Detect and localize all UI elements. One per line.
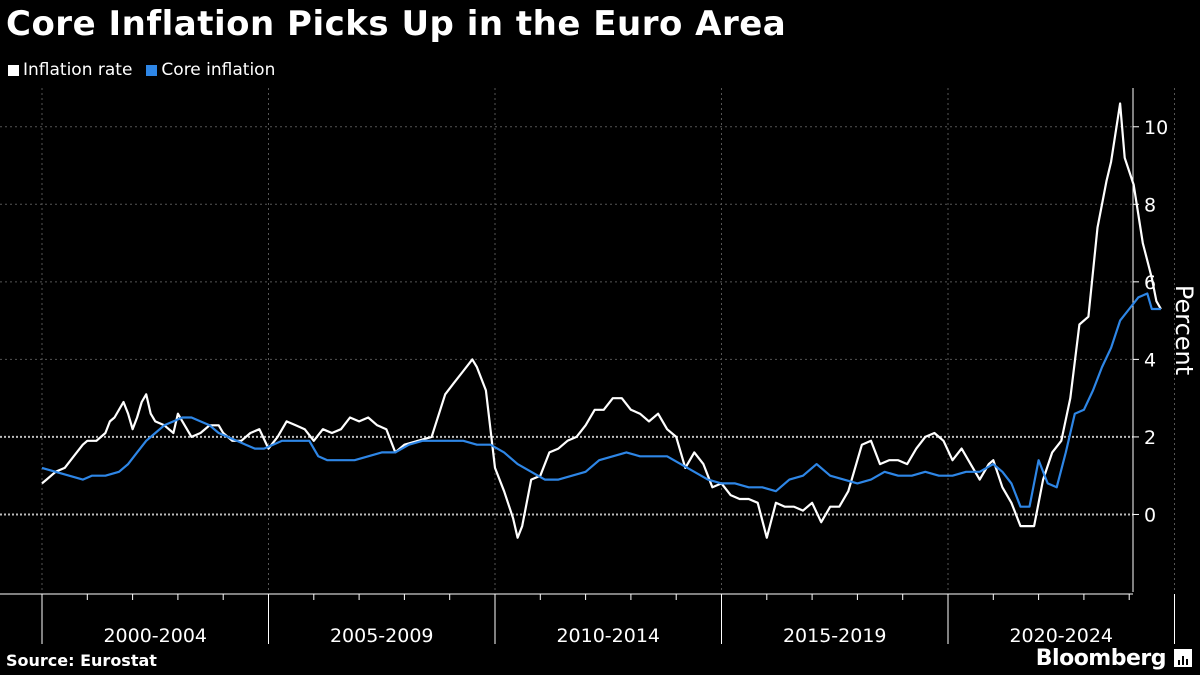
bloomberg-icon <box>1174 649 1192 667</box>
legend-item-inflation-rate: Inflation rate <box>8 60 132 80</box>
y-tick-label: 10 <box>1144 117 1168 139</box>
y-axis-label: Percent <box>1170 285 1198 375</box>
series-line-core-inflation <box>41 292 1161 508</box>
x-period-label: 2015-2019 <box>783 625 887 647</box>
legend-label-core-inflation: Core inflation <box>161 60 276 80</box>
x-period-label: 2020-2024 <box>1009 625 1113 647</box>
brand-logo: Bloomberg <box>1035 646 1167 671</box>
y-tick-label: 4 <box>1144 349 1156 371</box>
chart-title: Core Inflation Picks Up in the Euro Area <box>6 4 787 44</box>
x-period-label: 2005-2009 <box>330 625 434 647</box>
legend-label-inflation-rate: Inflation rate <box>23 60 133 80</box>
legend: Inflation rate Core inflation <box>8 60 275 80</box>
y-tick-label: 8 <box>1144 194 1156 216</box>
y-tick-label: 0 <box>1144 504 1156 526</box>
legend-item-core-inflation: Core inflation <box>146 60 275 80</box>
x-period-label: 2000-2004 <box>103 625 207 647</box>
series-line-inflation-rate <box>41 102 1162 539</box>
legend-swatch-core-inflation <box>146 64 158 76</box>
legend-swatch-inflation-rate <box>8 64 19 76</box>
source-note: Source: Eurostat <box>6 651 157 670</box>
x-period-label: 2010-2014 <box>556 625 660 647</box>
y-tick-label: 2 <box>1144 427 1156 449</box>
